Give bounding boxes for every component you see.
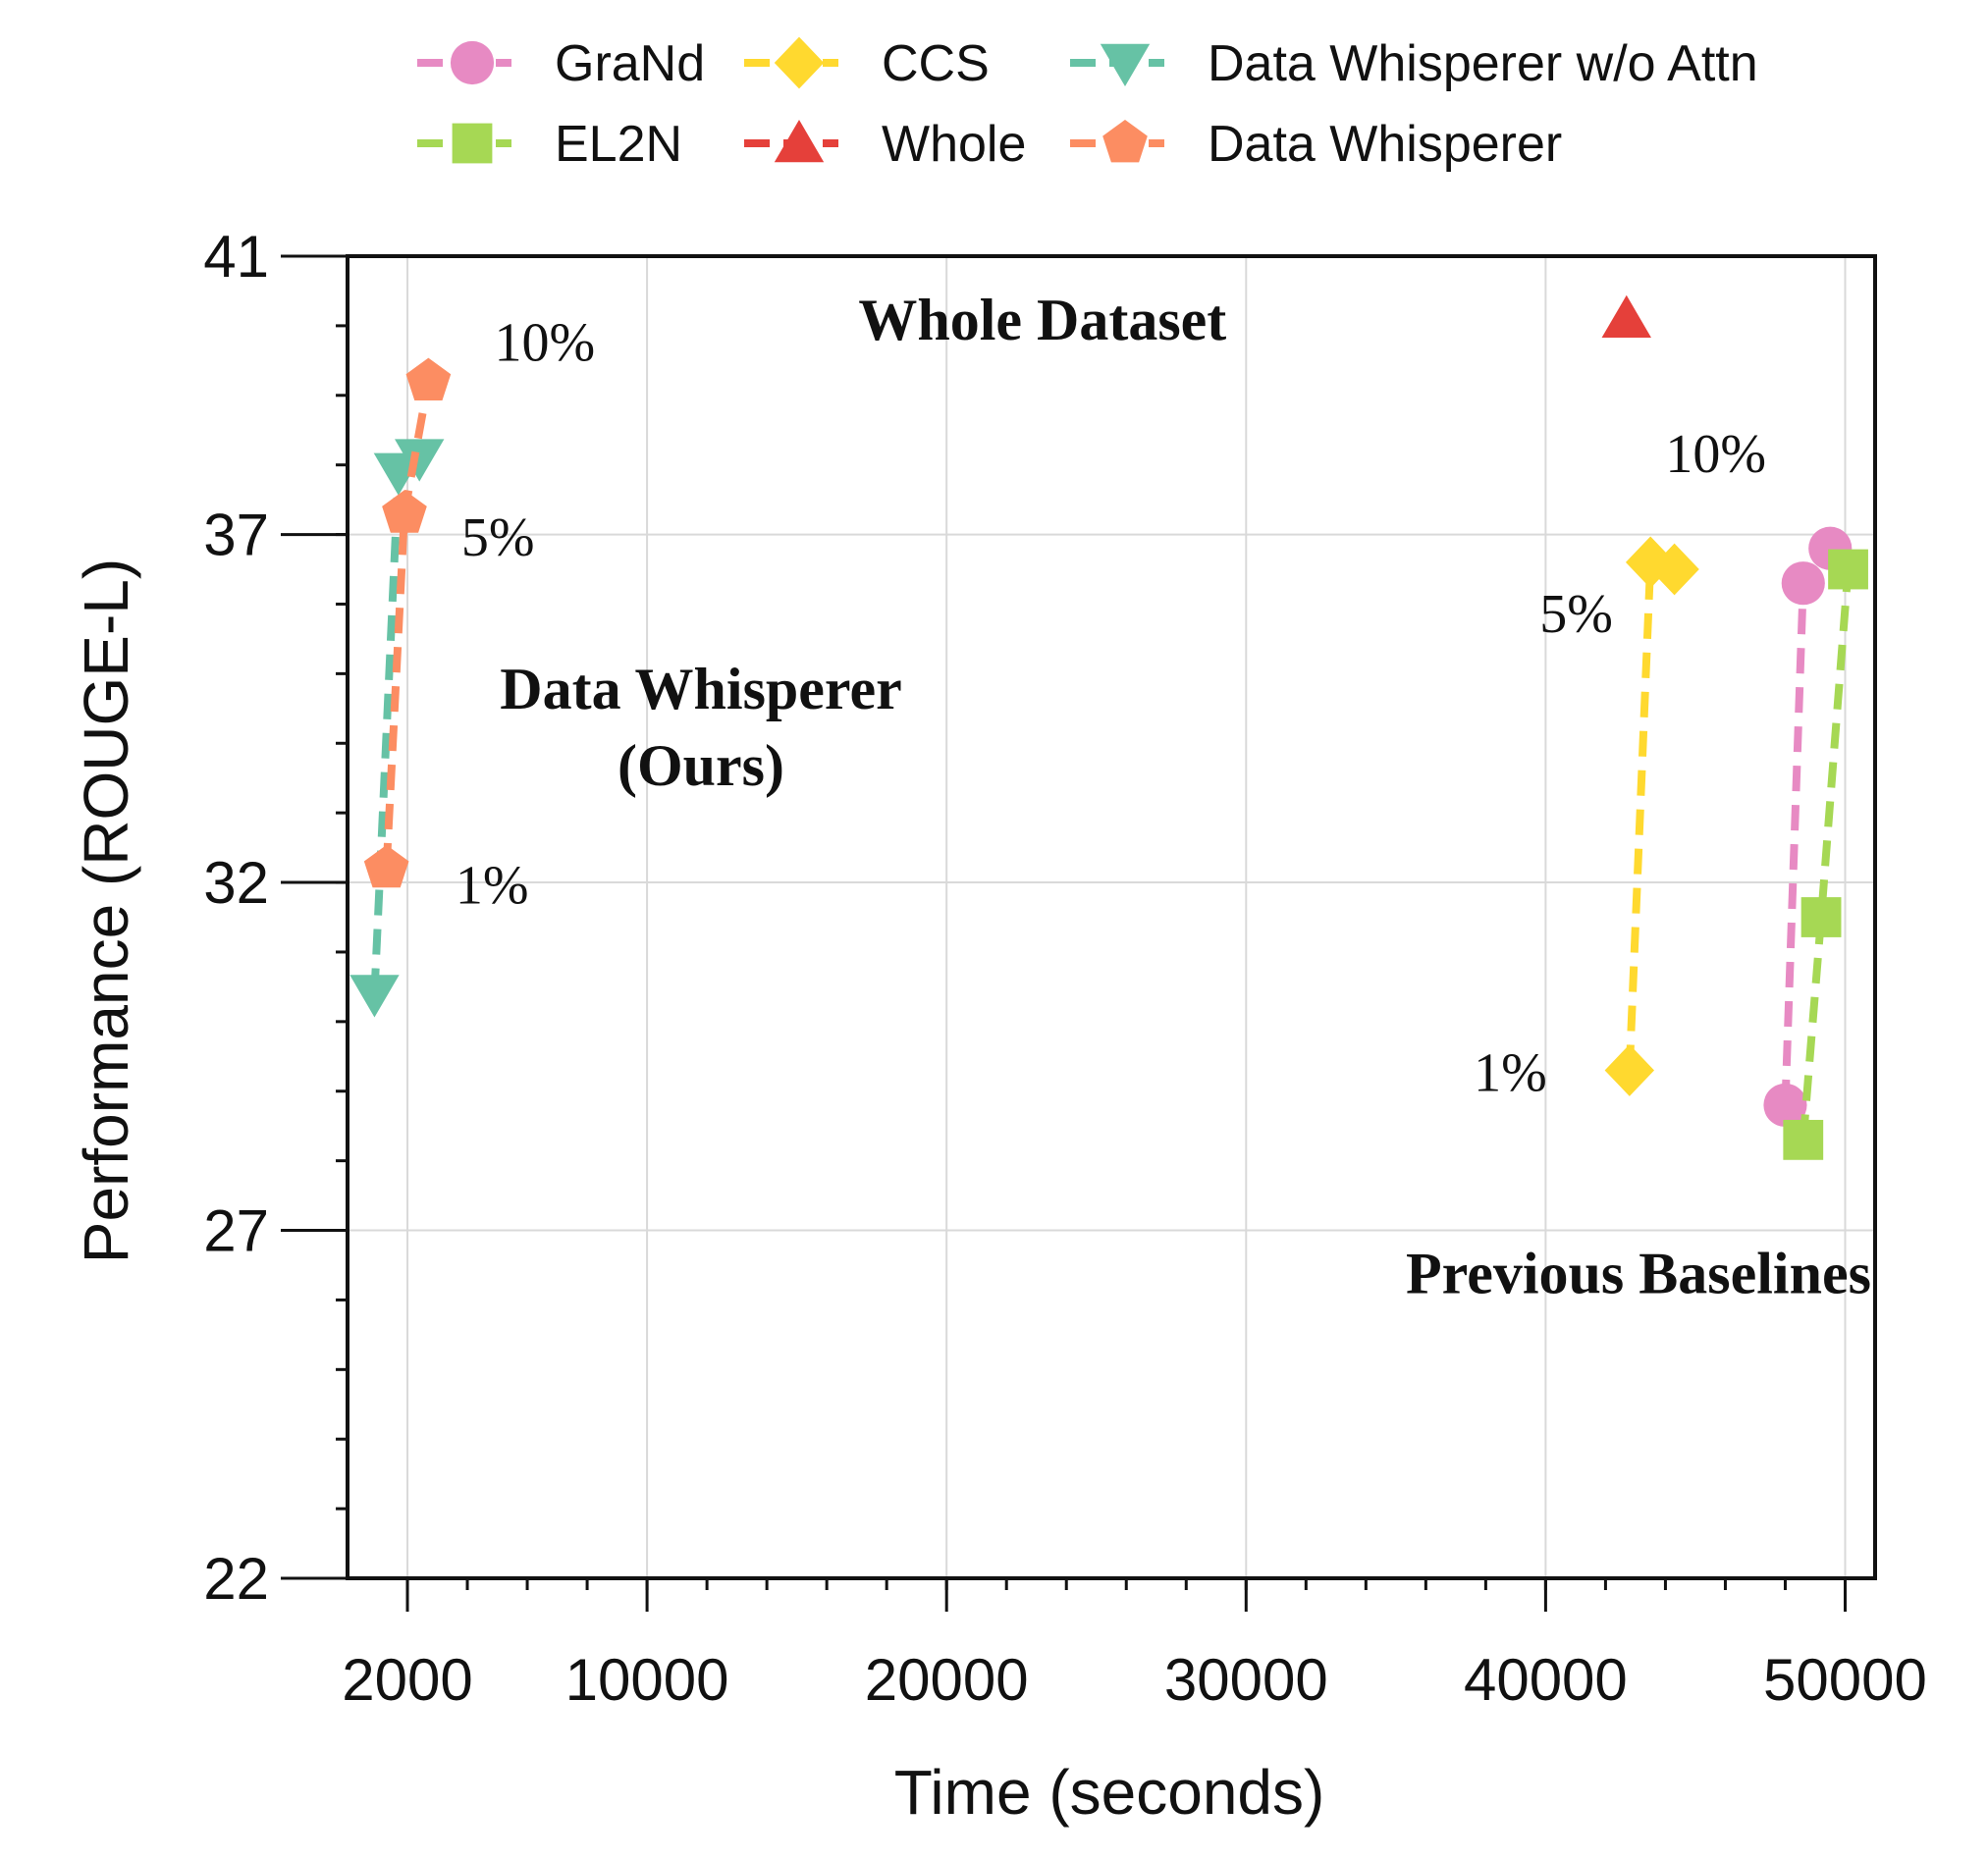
series-layer <box>349 294 1868 1160</box>
data-point-grand <box>1781 561 1825 606</box>
percentage-label: 10% <box>1665 424 1766 485</box>
y-tick-label: 41 <box>203 224 269 290</box>
percentage-label: 1% <box>1474 1043 1547 1104</box>
x-tick-label: 20000 <box>865 1647 1029 1713</box>
series-data-whisperer <box>363 357 452 888</box>
legend: GraNd EL2N CCS Whole Data Whisperer w/o Attn… <box>417 35 1758 173</box>
legend-item-ccs: CCS <box>744 35 990 92</box>
data-point-el2n <box>1800 897 1842 937</box>
legend-label: EL2N <box>555 116 682 173</box>
percentage-label: 1% <box>456 855 529 916</box>
series-ccs <box>1604 536 1699 1096</box>
percentage-label: 10% <box>494 312 595 373</box>
series-line-ccs <box>1625 557 1676 1071</box>
x-tick-label: 40000 <box>1464 1647 1628 1713</box>
legend-marker <box>1102 120 1148 163</box>
y-axis-title: Performance (ROUGE-L) <box>71 558 141 1263</box>
region-label: Data Whisperer <box>500 657 901 721</box>
x-axis-title: Time (seconds) <box>894 1757 1325 1828</box>
data-point-data-whisperer <box>382 490 427 533</box>
legend-item-whole: Whole <box>744 116 1026 173</box>
region-label: (Ours) <box>618 733 784 798</box>
legend-marker <box>452 123 493 164</box>
legend-item-grand: GraNd <box>417 35 705 92</box>
legend-label: Data Whisperer <box>1208 116 1562 173</box>
legend-item-data-whisperer-w-o-attn: Data Whisperer w/o Attn <box>1070 35 1758 92</box>
data-point-data-whisperer <box>363 844 409 888</box>
legend-item-el2n: EL2N <box>417 116 682 173</box>
series-line-el2n <box>1799 568 1853 1141</box>
series-grand <box>1763 526 1853 1127</box>
y-tick-label: 37 <box>203 503 269 568</box>
data-point-whole <box>1601 294 1651 339</box>
legend-label: Data Whisperer w/o Attn <box>1208 35 1758 92</box>
grid-layer <box>348 255 1875 1579</box>
x-tick-label: 30000 <box>1164 1647 1328 1713</box>
annotation-layer: 10% 5% 1% 10% 5% 1% Whole Dataset Data Whispere… <box>456 288 1871 1305</box>
data-point-data-whisperer-w-o-attn <box>395 439 445 482</box>
legend-marker <box>1100 43 1151 86</box>
data-point-grand <box>1763 1083 1807 1127</box>
data-point-data-whisperer <box>405 357 452 401</box>
x-tick-label: 2000 <box>342 1647 472 1713</box>
legend-label: GraNd <box>555 35 705 92</box>
region-label: Whole Dataset <box>858 288 1226 352</box>
legend-item-data-whisperer: Data Whisperer <box>1070 116 1562 173</box>
data-point-ccs <box>1604 1044 1655 1096</box>
legend-marker <box>450 40 495 85</box>
data-point-ccs <box>1649 543 1699 596</box>
x-tick-label: 10000 <box>565 1647 729 1713</box>
data-point-el2n <box>1783 1119 1824 1160</box>
legend-marker <box>774 36 825 89</box>
legend-label: CCS <box>882 35 990 92</box>
x-tick-label: 50000 <box>1763 1647 1927 1713</box>
series-line-grand <box>1781 546 1834 1106</box>
series-whole <box>1601 294 1651 339</box>
region-label: Previous Baselines <box>1406 1241 1871 1305</box>
data-point-el2n <box>1828 549 1868 590</box>
y-tick-label: 27 <box>203 1198 269 1264</box>
legend-marker <box>774 120 825 163</box>
legend-label: Whole <box>882 116 1026 173</box>
axes-layer: 2000 10000 20000 30000 40000 50000 22 27 32 37 41 <box>203 224 1927 1713</box>
plot-frame <box>346 254 1877 1580</box>
y-tick-label: 22 <box>203 1546 269 1612</box>
percentage-label: 5% <box>461 507 535 568</box>
y-tick-label: 32 <box>203 850 269 916</box>
data-point-data-whisperer-w-o-attn <box>349 975 400 1018</box>
percentage-label: 5% <box>1539 584 1613 645</box>
series-el2n <box>1783 549 1868 1160</box>
